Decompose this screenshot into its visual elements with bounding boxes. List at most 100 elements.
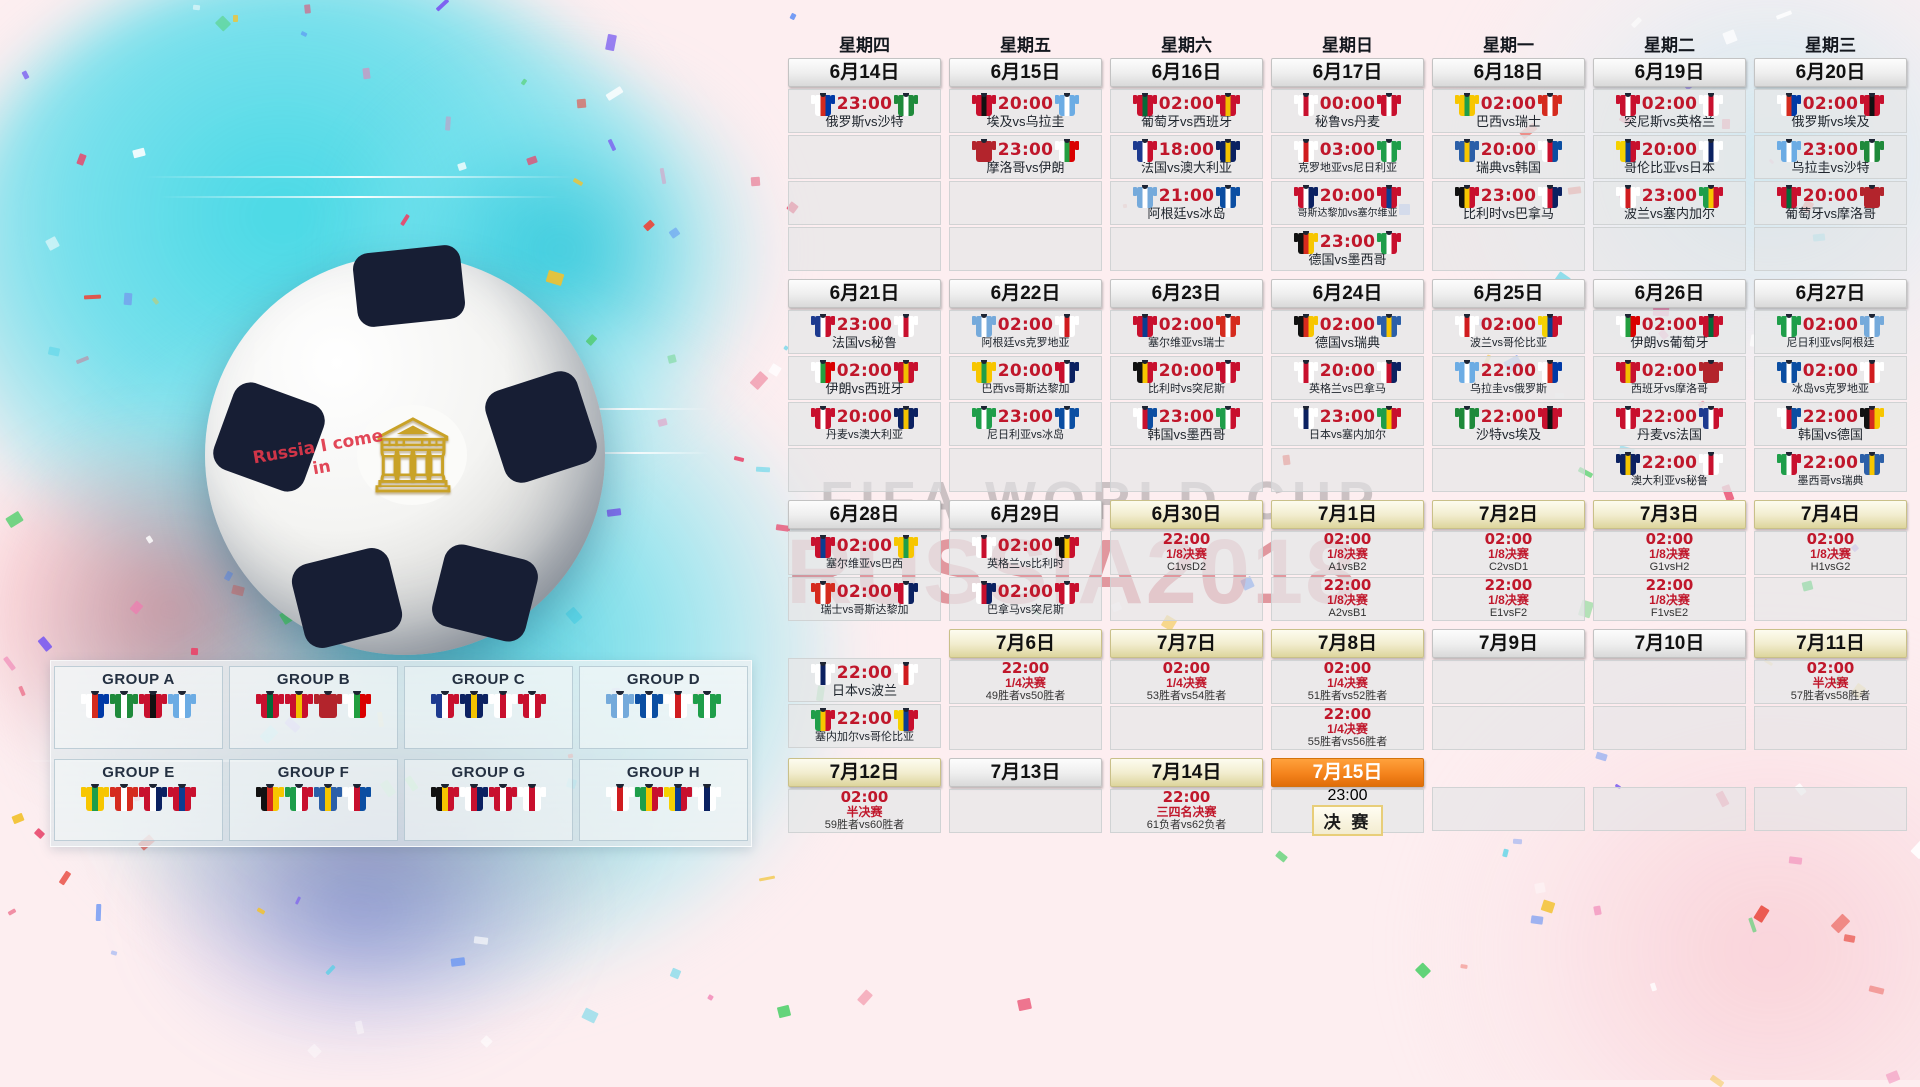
group-box-group-c[interactable]: GROUP C (404, 666, 573, 749)
knockout-match-cell[interactable]: 02:00 半决赛 59胜者vs60胜者 (788, 789, 941, 833)
date-header-6月22日[interactable]: 6月22日 (949, 279, 1102, 308)
match-cell[interactable]: 03:00 克罗地亚vs尼日利亚 (1271, 135, 1424, 179)
date-header-6月15日[interactable]: 6月15日 (949, 58, 1102, 87)
knockout-match-cell[interactable]: 22:00 三四名决赛 61负者vs62负者 (1110, 789, 1263, 833)
date-header-6月30日[interactable]: 6月30日 (1110, 500, 1263, 529)
date-header-6月21日[interactable]: 6月21日 (788, 279, 941, 308)
date-header-6月29日[interactable]: 6月29日 (949, 500, 1102, 529)
match-cell[interactable]: 23:00 乌拉圭vs沙特 (1754, 135, 1907, 179)
match-cell[interactable]: 02:00 俄罗斯vs埃及 (1754, 89, 1907, 133)
knockout-match-cell[interactable]: 02:00 1/8决赛 C2vsD1 (1432, 531, 1585, 575)
match-cell[interactable]: 02:00 塞尔维亚vs巴西 (788, 531, 941, 575)
match-cell[interactable]: 23:00 法国vs秘鲁 (788, 310, 941, 354)
match-cell[interactable]: 20:00 英格兰vs巴拿马 (1271, 356, 1424, 400)
knockout-match-cell[interactable]: 02:00 半决赛 57胜者vs58胜者 (1754, 660, 1907, 704)
date-header-6月25日[interactable]: 6月25日 (1432, 279, 1585, 308)
date-header-6月20日[interactable]: 6月20日 (1754, 58, 1907, 87)
match-cell[interactable]: 02:00 阿根廷vs克罗地亚 (949, 310, 1102, 354)
date-header-6月24日[interactable]: 6月24日 (1271, 279, 1424, 308)
match-cell[interactable]: 20:00 比利时vs突尼斯 (1110, 356, 1263, 400)
match-cell[interactable]: 23:00 韩国vs墨西哥 (1110, 402, 1263, 446)
match-cell[interactable]: 00:00 秘鲁vs丹麦 (1271, 89, 1424, 133)
match-cell[interactable]: 02:00 伊朗vs葡萄牙 (1593, 310, 1746, 354)
match-cell[interactable]: 02:00 冰岛vs克罗地亚 (1754, 356, 1907, 400)
match-cell[interactable]: 02:00 突尼斯vs英格兰 (1593, 89, 1746, 133)
date-header-7月10日[interactable]: 7月10日 (1593, 629, 1746, 658)
knockout-match-cell[interactable]: 22:00 1/4决赛 49胜者vs50胜者 (949, 660, 1102, 704)
knockout-match-cell[interactable]: 02:00 1/8决赛 H1vsG2 (1754, 531, 1907, 575)
date-header-7月12日[interactable]: 7月12日 (788, 758, 941, 787)
date-header-7月2日[interactable]: 7月2日 (1432, 500, 1585, 529)
match-cell[interactable]: 20:00 哥斯达黎加vs塞尔维亚 (1271, 181, 1424, 225)
date-header-7月6日[interactable]: 7月6日 (949, 629, 1102, 658)
knockout-match-cell[interactable]: 22:00 1/8决赛 C1vsD2 (1110, 531, 1263, 575)
knockout-match-cell[interactable]: 02:00 1/4决赛 51胜者vs52胜者 (1271, 660, 1424, 704)
date-header-7月14日[interactable]: 7月14日 (1110, 758, 1263, 787)
match-cell[interactable]: 20:00 丹麦vs澳大利亚 (788, 402, 941, 446)
match-cell[interactable]: 02:00 尼日利亚vs阿根廷 (1754, 310, 1907, 354)
match-cell[interactable]: 02:00 瑞士vs哥斯达黎加 (788, 577, 941, 621)
match-cell[interactable]: 20:00 瑞典vs韩国 (1432, 135, 1585, 179)
date-header-7月9日[interactable]: 7月9日 (1432, 629, 1585, 658)
group-box-group-e[interactable]: GROUP E (54, 758, 223, 841)
date-header-6月27日[interactable]: 6月27日 (1754, 279, 1907, 308)
date-header-7月11日[interactable]: 7月11日 (1754, 629, 1907, 658)
match-cell[interactable]: 23:00 尼日利亚vs冰岛 (949, 402, 1102, 446)
match-cell[interactable]: 21:00 阿根廷vs冰岛 (1110, 181, 1263, 225)
match-cell[interactable]: 22:00 塞内加尔vs哥伦比亚 (788, 704, 941, 748)
match-cell[interactable]: 20:00 哥伦比亚vs日本 (1593, 135, 1746, 179)
date-header-7月13日[interactable]: 7月13日 (949, 758, 1102, 787)
match-cell[interactable]: 20:00 葡萄牙vs摩洛哥 (1754, 181, 1907, 225)
date-header-6月17日[interactable]: 6月17日 (1271, 58, 1424, 87)
date-header-7月1日[interactable]: 7月1日 (1271, 500, 1424, 529)
match-cell[interactable]: 02:00 巴拿马vs突尼斯 (949, 577, 1102, 621)
match-cell[interactable]: 18:00 法国vs澳大利亚 (1110, 135, 1263, 179)
match-cell[interactable]: 02:00 伊朗vs西班牙 (788, 356, 941, 400)
group-box-group-b[interactable]: GROUP B (229, 666, 398, 749)
date-header-7月15日[interactable]: 7月15日 (1271, 758, 1424, 787)
match-cell[interactable]: 22:00 韩国vs德国 (1754, 402, 1907, 446)
match-cell[interactable]: 23:00 波兰vs塞内加尔 (1593, 181, 1746, 225)
knockout-match-cell[interactable]: 22:00 1/4决赛 55胜者vs56胜者 (1271, 706, 1424, 750)
knockout-match-cell[interactable]: 22:00 1/8决赛 A2vsB1 (1271, 577, 1424, 621)
match-cell[interactable]: 22:00 墨西哥vs瑞典 (1754, 448, 1907, 492)
match-cell[interactable]: 02:00 塞尔维亚vs瑞士 (1110, 310, 1263, 354)
date-header-6月19日[interactable]: 6月19日 (1593, 58, 1746, 87)
match-cell[interactable]: 23:00 比利时vs巴拿马 (1432, 181, 1585, 225)
knockout-match-cell[interactable]: 02:00 1/4决赛 53胜者vs54胜者 (1110, 660, 1263, 704)
date-header-6月16日[interactable]: 6月16日 (1110, 58, 1263, 87)
match-cell[interactable]: 02:00 英格兰vs比利时 (949, 531, 1102, 575)
match-cell[interactable]: 22:00 沙特vs埃及 (1432, 402, 1585, 446)
group-box-group-f[interactable]: GROUP F (229, 758, 398, 841)
match-cell[interactable]: 02:00 西班牙vs摩洛哥 (1593, 356, 1746, 400)
date-header-6月14日[interactable]: 6月14日 (788, 58, 941, 87)
date-header-7月4日[interactable]: 7月4日 (1754, 500, 1907, 529)
date-header-7月3日[interactable]: 7月3日 (1593, 500, 1746, 529)
match-cell[interactable]: 23:00 摩洛哥vs伊朗 (949, 135, 1102, 179)
match-cell[interactable]: 23:00 俄罗斯vs沙特 (788, 89, 941, 133)
group-box-group-g[interactable]: GROUP G (404, 758, 573, 841)
match-cell[interactable]: 22:00 澳大利亚vs秘鲁 (1593, 448, 1746, 492)
match-cell[interactable]: 02:00 波兰vs哥伦比亚 (1432, 310, 1585, 354)
match-cell[interactable]: 02:00 巴西vs瑞士 (1432, 89, 1585, 133)
match-cell[interactable]: 02:00 葡萄牙vs西班牙 (1110, 89, 1263, 133)
match-cell[interactable]: 23:00 德国vs墨西哥 (1271, 227, 1424, 271)
date-header-6月26日[interactable]: 6月26日 (1593, 279, 1746, 308)
knockout-match-cell[interactable]: 22:00 1/8决赛 E1vsF2 (1432, 577, 1585, 621)
date-header-6月23日[interactable]: 6月23日 (1110, 279, 1263, 308)
group-box-group-h[interactable]: GROUP H (579, 758, 748, 841)
match-cell[interactable]: 22:00 丹麦vs法国 (1593, 402, 1746, 446)
date-header-7月7日[interactable]: 7月7日 (1110, 629, 1263, 658)
match-cell[interactable]: 23:00 日本vs塞内加尔 (1271, 402, 1424, 446)
final-match-cell[interactable]: 23:00 决 赛 (1271, 787, 1424, 836)
group-box-group-d[interactable]: GROUP D (579, 666, 748, 749)
match-cell[interactable]: 02:00 德国vs瑞典 (1271, 310, 1424, 354)
date-header-7月8日[interactable]: 7月8日 (1271, 629, 1424, 658)
knockout-match-cell[interactable]: 22:00 1/8决赛 F1vsE2 (1593, 577, 1746, 621)
knockout-match-cell[interactable]: 02:00 1/8决赛 A1vsB2 (1271, 531, 1424, 575)
date-header-6月18日[interactable]: 6月18日 (1432, 58, 1585, 87)
match-cell[interactable]: 20:00 巴西vs哥斯达黎加 (949, 356, 1102, 400)
date-header-6月28日[interactable]: 6月28日 (788, 500, 941, 529)
match-cell[interactable]: 22:00 日本vs波兰 (788, 658, 941, 702)
match-cell[interactable]: 22:00 乌拉圭vs俄罗斯 (1432, 356, 1585, 400)
